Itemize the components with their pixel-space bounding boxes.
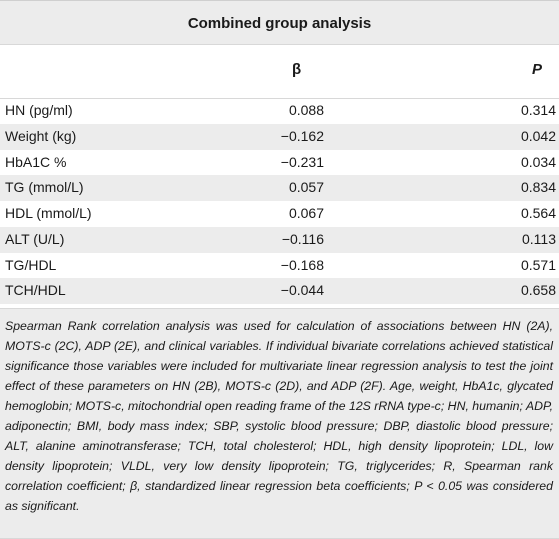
table-row: Weight (kg) −0.162 0.042 bbox=[0, 123, 559, 150]
row-label: HbA1C % bbox=[5, 153, 67, 170]
row-beta: −0.116 bbox=[281, 230, 324, 247]
row-beta: −0.168 bbox=[280, 256, 324, 273]
table-row: TG (mmol/L) 0.057 0.834 bbox=[0, 175, 559, 201]
row-beta: −0.231 bbox=[280, 153, 324, 170]
row-p: 0.834 bbox=[520, 179, 556, 196]
row-beta: 0.067 bbox=[288, 205, 324, 221]
row-label: Weight (kg) bbox=[5, 127, 77, 144]
table-row: HbA1C % −0.231 0.034 bbox=[0, 150, 559, 176]
row-beta: 0.057 bbox=[288, 179, 324, 196]
column-header-row: β P bbox=[0, 44, 559, 99]
table-row: HDL (mmol/L) 0.067 0.564 bbox=[0, 201, 559, 227]
row-p: 0.564 bbox=[520, 205, 556, 221]
table-body: HN (pg/ml) 0.088 0.314 Weight (kg) −0.16… bbox=[0, 98, 559, 304]
row-beta: −0.162 bbox=[280, 127, 324, 144]
row-p: 0.034 bbox=[520, 153, 556, 170]
table-row: HN (pg/ml) 0.088 0.314 bbox=[0, 98, 559, 124]
row-p: 0.571 bbox=[520, 256, 556, 273]
table-row: ALT (U/L) −0.116 0.113 bbox=[0, 226, 559, 253]
column-header-p: P bbox=[532, 61, 543, 78]
row-p: 0.658 bbox=[520, 282, 556, 299]
row-beta: −0.044 bbox=[280, 282, 324, 299]
row-p: 0.314 bbox=[520, 102, 556, 118]
row-p: 0.113 bbox=[522, 230, 556, 247]
row-beta: 0.088 bbox=[288, 102, 324, 118]
row-label: TG/HDL bbox=[5, 256, 57, 273]
column-header-beta: β bbox=[292, 61, 302, 78]
row-label: TCH/HDL bbox=[5, 282, 66, 299]
table-title: Combined group analysis bbox=[187, 14, 372, 32]
row-label: HN (pg/ml) bbox=[5, 102, 73, 118]
table-row: TG/HDL −0.168 0.571 bbox=[0, 253, 559, 279]
table-footnote: Spearman Rank correlation analysis was u… bbox=[0, 308, 559, 539]
row-label: ALT (U/L) bbox=[5, 230, 65, 247]
row-p: 0.042 bbox=[520, 127, 556, 144]
table-title-band: Combined group analysis bbox=[0, 0, 559, 45]
row-label: TG (mmol/L) bbox=[5, 179, 84, 196]
table-row: TCH/HDL −0.044 0.658 bbox=[0, 278, 559, 304]
row-label: HDL (mmol/L) bbox=[5, 205, 92, 221]
